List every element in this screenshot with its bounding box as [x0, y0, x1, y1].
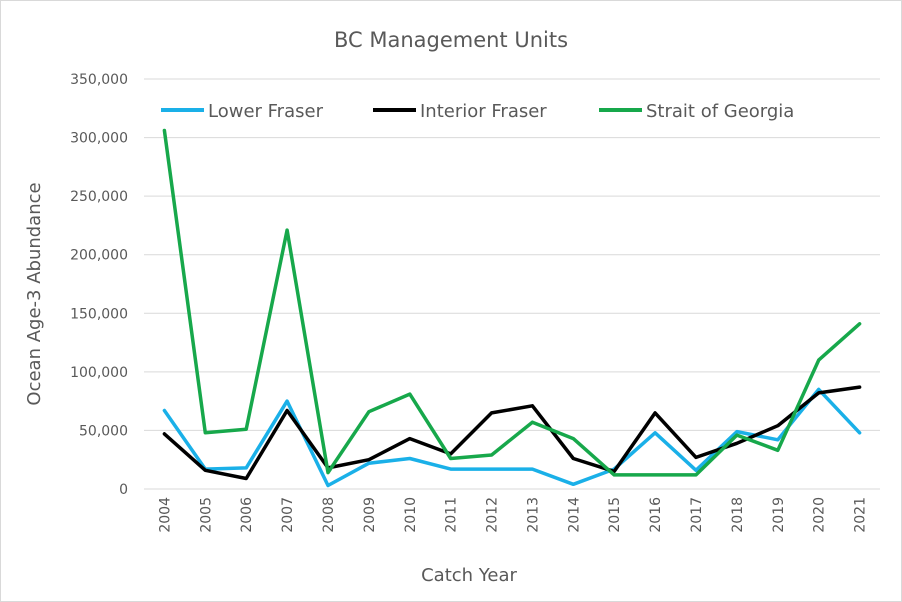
y-tick-label: 300,000 [70, 131, 128, 147]
legend-label-interior-fraser: Interior Fraser [420, 101, 547, 122]
legend-label-lower-fraser: Lower Fraser [208, 101, 324, 122]
x-axis-ticks: 2004 2005 2006 2007 2008 2009 2010 2011 2012 2013… [157, 497, 868, 533]
x-axis-title: Catch Year [421, 565, 517, 586]
y-tick-label: 150,000 [70, 306, 128, 322]
y-tick-label: 200,000 [70, 248, 128, 264]
x-tick-label: 2004 [157, 497, 173, 533]
y-tick-label: 50,000 [79, 423, 128, 439]
x-tick-label: 2019 [771, 497, 787, 533]
series-line-interior-fraser [162, 385, 862, 481]
x-tick-label: 2006 [239, 497, 255, 533]
x-tick-label: 2009 [362, 497, 378, 533]
x-tick-label: 2020 [812, 497, 828, 533]
y-axis-ticks: 0 50,000 100,000 150,000 200,000 250,000 300,0… [70, 72, 128, 498]
x-tick-label: 2015 [607, 497, 623, 533]
x-tick-label: 2007 [280, 497, 296, 533]
chart-title: BC Management Units [334, 28, 568, 52]
x-tick-label: 2014 [566, 497, 582, 533]
x-tick-label: 2008 [321, 497, 337, 533]
y-tick-label: 250,000 [70, 189, 128, 205]
x-tick-label: 2011 [444, 497, 460, 533]
legend: Lower Fraser Interior Fraser Strait of Geo… [161, 101, 794, 122]
x-tick-label: 2005 [198, 497, 214, 533]
y-tick-label: 100,000 [70, 365, 128, 381]
gridlines [144, 78, 880, 490]
x-tick-label: 2018 [730, 497, 746, 533]
y-tick-label: 350,000 [70, 72, 128, 88]
x-tick-label: 2021 [853, 497, 869, 533]
series-line-lower-fraser [162, 387, 862, 488]
y-tick-label: 0 [119, 482, 128, 498]
x-tick-label: 2017 [689, 497, 705, 533]
x-tick-label: 2013 [525, 497, 541, 533]
x-tick-label: 2010 [403, 497, 419, 533]
series-line-strait-of-georgia [162, 128, 862, 477]
series-lines [162, 128, 862, 488]
y-axis-title: Ocean Age-3 Abundance [24, 182, 45, 405]
x-tick-label: 2012 [485, 497, 501, 533]
x-tick-label: 2016 [648, 497, 664, 533]
legend-label-strait-of-georgia: Strait of Georgia [646, 101, 794, 122]
